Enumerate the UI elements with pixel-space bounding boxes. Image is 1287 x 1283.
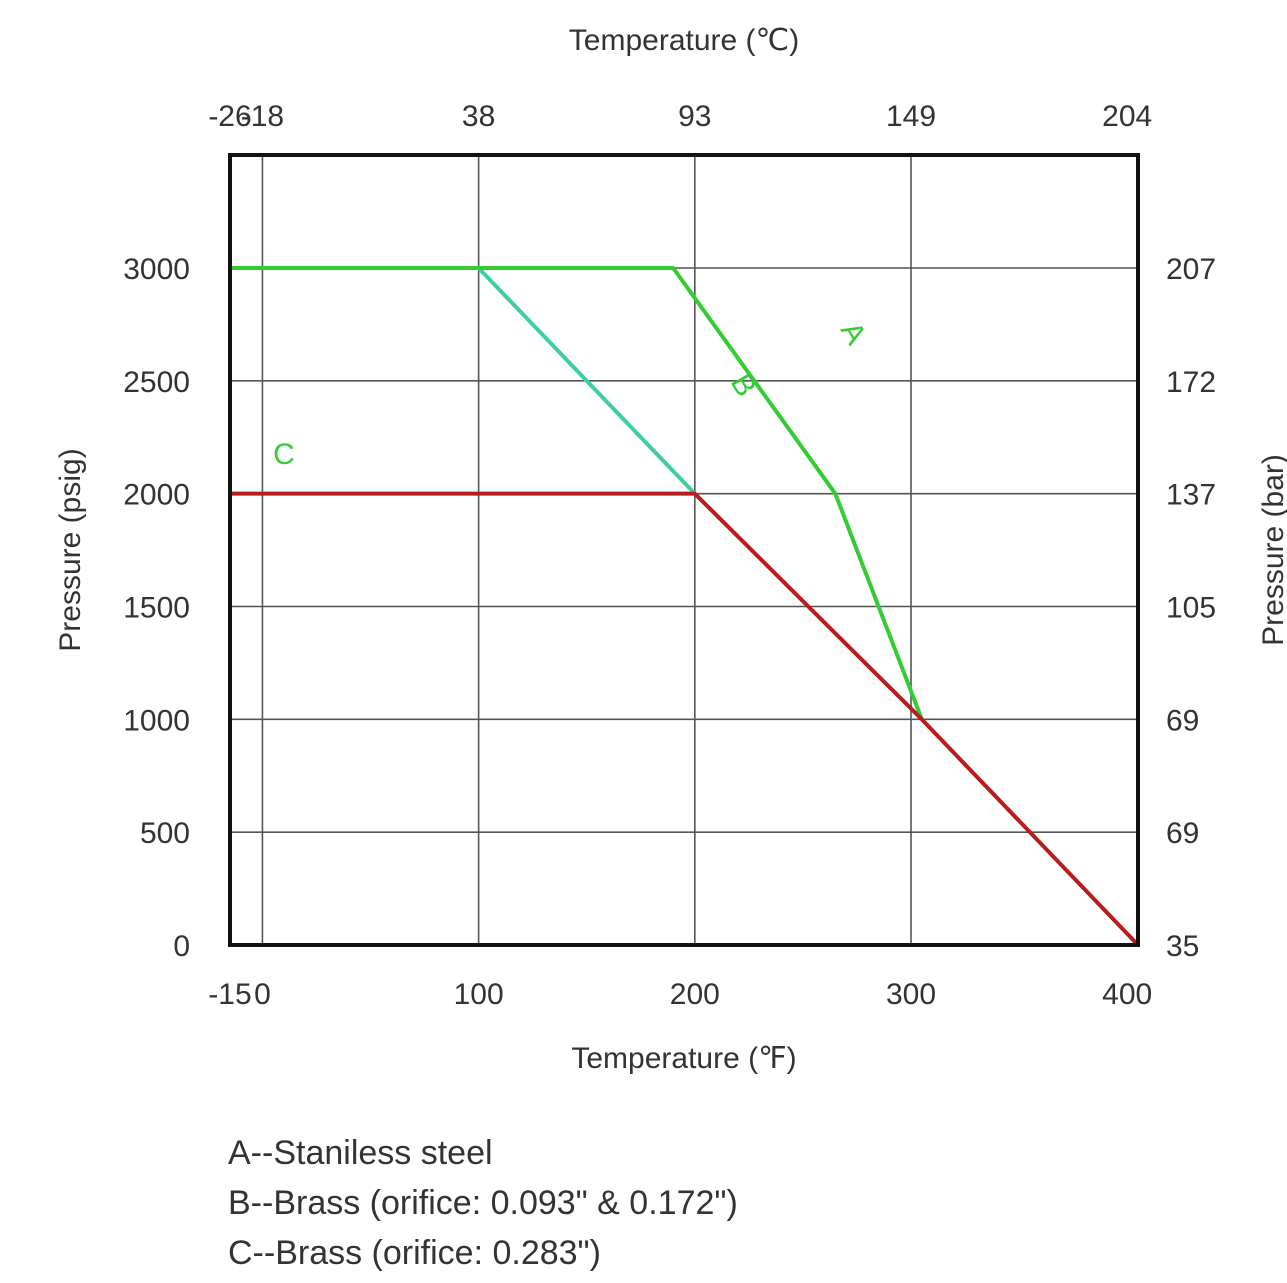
bottom-tick-label: -15 (208, 978, 251, 1011)
curve-label-c: C (273, 438, 295, 471)
left-axis-title: Pressure (psig) (54, 448, 87, 651)
legend-item-c: C--Brass (orifice: 0.283") (228, 1234, 601, 1272)
top-axis-title: Temperature (℃) (569, 24, 799, 57)
right-axis-title: Pressure (bar) (1257, 454, 1287, 646)
top-tick-label: 204 (1102, 100, 1152, 133)
curve-label-a: A (834, 316, 873, 350)
left-tick-label: 500 (140, 817, 190, 850)
grid (230, 155, 1138, 945)
bottom-tick-label: 0 (254, 978, 271, 1011)
right-tick-label: 172 (1166, 366, 1216, 399)
left-tick-label: 0 (173, 930, 190, 963)
right-tick-label: 137 (1166, 479, 1216, 512)
right-tick-label: 207 (1166, 253, 1216, 286)
legend: A--Staniless steel B--Brass (orifice: 0.… (228, 1128, 738, 1278)
right-tick-label: 69 (1166, 817, 1199, 850)
bottom-tick-label: 300 (886, 978, 936, 1011)
curves (230, 266, 1140, 947)
bottom-tick-label: 200 (670, 978, 720, 1011)
left-tick-label: 2500 (123, 366, 190, 399)
left-tick-label: 1500 (123, 592, 190, 625)
legend-item-b: B--Brass (orifice: 0.093" & 0.172") (228, 1184, 738, 1222)
bottom-axis-title: Temperature (℉) (571, 1042, 796, 1075)
right-tick-label: 35 (1166, 930, 1199, 963)
right-tick-label: 69 (1166, 704, 1199, 737)
tick-labels: -15 0 100 200 300 400-26-18 38 93 149 20430002500… (123, 100, 1216, 1011)
top-tick-label: -18 (241, 100, 284, 133)
top-tick-label: 93 (678, 100, 711, 133)
bottom-tick-label: 100 (454, 978, 504, 1011)
left-tick-label: 1000 (123, 704, 190, 737)
left-tick-label: 3000 (123, 253, 190, 286)
series-line-c (230, 491, 1140, 947)
bottom-tick-label: 400 (1102, 978, 1152, 1011)
series-line-a (230, 266, 924, 721)
plot-frame (228, 153, 1140, 947)
top-tick-label: 149 (886, 100, 936, 133)
top-tick-label: -26 (208, 100, 251, 133)
curve-label-b: B (724, 368, 763, 402)
legend-item-a: A--Staniless steel (228, 1134, 493, 1172)
left-tick-label: 2000 (123, 479, 190, 512)
top-tick-label: 38 (462, 100, 495, 133)
right-tick-label: 105 (1166, 592, 1216, 625)
